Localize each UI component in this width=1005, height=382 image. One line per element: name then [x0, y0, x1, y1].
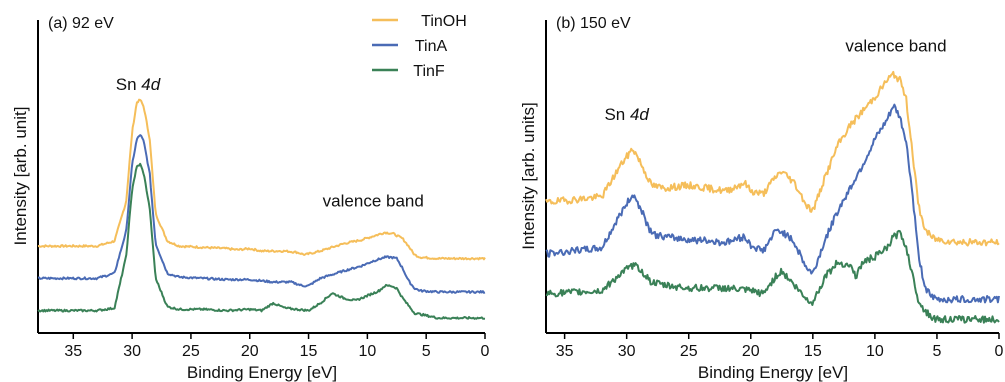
panel-b-annotation-0: Sn 4d — [604, 105, 649, 124]
panel-b-series-tinf — [545, 229, 1000, 324]
panel-b-x-tick-label: 15 — [804, 343, 822, 360]
panel-b-x-tick-label: 20 — [742, 343, 760, 360]
panel-b-annotation-1: valence band — [845, 36, 946, 55]
panel-a-x-tick-label: 15 — [300, 343, 318, 360]
legend: TinOH TinA TinF — [372, 13, 467, 80]
panel-a-label: (a) 92 eV — [48, 15, 114, 32]
panel-a-series-tina — [37, 134, 486, 294]
panel-b-x-tick-label: 35 — [556, 343, 574, 360]
panel-a-series-tinf — [37, 162, 486, 320]
panel-b-x-tick-label: 25 — [680, 343, 698, 360]
panel-a-x-tick-label: 0 — [481, 343, 490, 360]
legend-entry-tina: TinA — [372, 38, 447, 55]
legend-entry-tinf: TinF — [372, 63, 445, 80]
panel-b-series-tinoh — [545, 70, 1000, 247]
panel-a-x-tick-label: 5 — [422, 343, 431, 360]
panel-a-annotation-1: valence band — [323, 191, 424, 210]
panel-a-series-tinoh — [37, 98, 486, 261]
legend-label-tina: TinA — [415, 38, 448, 55]
panel-a-x-tick-label: 30 — [123, 343, 141, 360]
panel-a-annotation-0: Sn 4d — [116, 75, 161, 94]
panel-a-x-tick-label: 20 — [241, 343, 259, 360]
panel-b-x-tick-label: 10 — [866, 343, 884, 360]
legend-label-tinf: TinF — [413, 63, 445, 80]
panel-b-label: (b) 150 eV — [556, 15, 631, 32]
panel-a-92ev: 35 30 25 20 15 10 5 0 (a) 92 eV Binding Energy … — [11, 13, 490, 382]
panel-a-x-tick-label: 10 — [358, 343, 376, 360]
panel-a-x-tick-label: 35 — [64, 343, 82, 360]
panel-b-x-tick-label: 5 — [932, 343, 941, 360]
legend-label-tinoh: TinOH — [421, 13, 467, 30]
panel-a-ylabel: Intensity [arb. unit] — [11, 107, 30, 246]
panel-b-xlabel: Binding Energy [eV] — [698, 363, 848, 382]
panel-b-x-tick-label: 30 — [618, 343, 636, 360]
panel-b-x-tick-label: 0 — [995, 343, 1004, 360]
legend-entry-tinoh: TinOH — [372, 13, 467, 30]
panel-b-ylabel: Intensity [arb. units] — [519, 102, 538, 249]
panel-b-150ev: 35 30 25 20 15 10 5 0 (b) 150 eV Binding Energy… — [519, 15, 1004, 382]
panel-a-xlabel: Binding Energy [eV] — [187, 363, 337, 382]
panel-a-x-tick-label: 25 — [182, 343, 200, 360]
panel-b-series-tina — [545, 103, 1000, 304]
